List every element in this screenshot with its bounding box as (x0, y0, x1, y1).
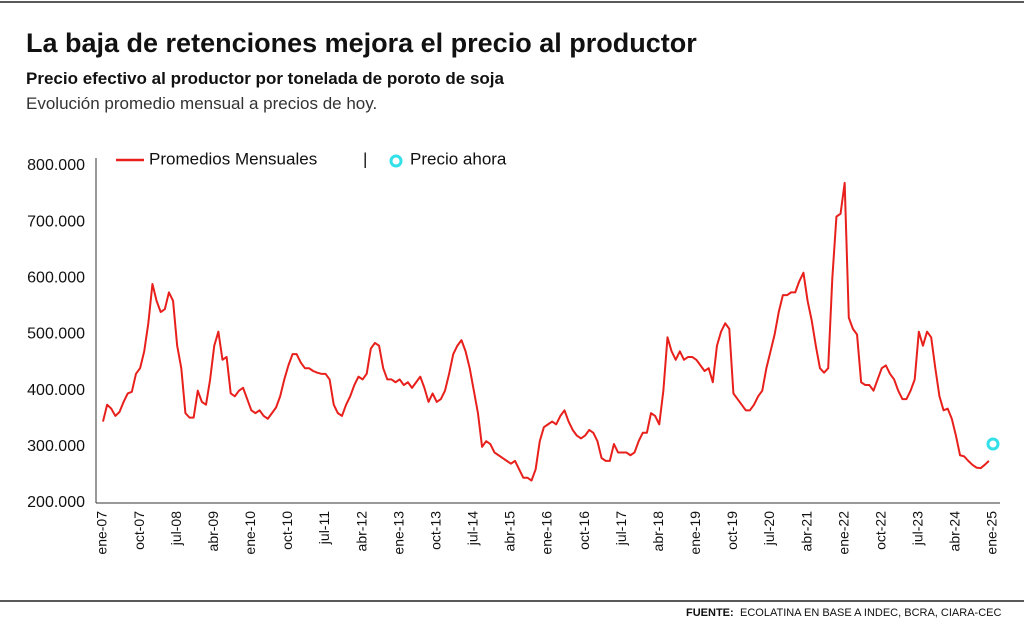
x-tick-label: jul-11 (316, 511, 332, 545)
x-tick-label: ene-10 (242, 511, 258, 555)
x-tick-label: ene-22 (835, 511, 851, 555)
x-tick-label: ene-13 (390, 511, 406, 555)
x-tick-label: jul-23 (910, 511, 926, 546)
x-tick-label: oct-10 (279, 511, 295, 550)
x-tick-label: abr-09 (205, 511, 221, 552)
x-tick-label: oct-16 (576, 511, 592, 550)
chart-subtitle: Precio efectivo al productor por tonelad… (26, 69, 505, 88)
y-tick-label: 200.000 (27, 494, 85, 511)
x-tick-label: oct-19 (724, 511, 740, 550)
chart-description: Evolución promedio mensual a precios de … (26, 94, 377, 113)
x-tick-label: jul-08 (168, 511, 184, 546)
x-tick-label: abr-12 (353, 511, 369, 552)
x-tick-label: abr-15 (502, 511, 518, 552)
y-tick-label: 400.000 (27, 382, 85, 399)
x-tick-label: abr-24 (947, 511, 963, 552)
y-tick-label: 500.000 (27, 326, 85, 343)
legend-label: Precio ahora (410, 149, 507, 168)
x-tick-label: abr-18 (650, 511, 666, 552)
source-label: FUENTE: (686, 607, 734, 619)
y-tick-label: 800.000 (27, 157, 85, 174)
chart-title: La baja de retenciones mejora el precio … (26, 28, 697, 58)
x-tick-label: jul-20 (761, 511, 777, 546)
x-tick-label: jul-17 (613, 511, 629, 546)
x-tick-label: ene-25 (984, 511, 1000, 555)
x-tick-label: ene-19 (687, 511, 703, 555)
legend-separator: | (363, 149, 367, 168)
line-series (102, 181, 990, 482)
x-tick-label: oct-22 (872, 511, 888, 550)
current-price-dot (986, 437, 1000, 451)
y-tick-label: 600.000 (27, 270, 85, 287)
legend-dot (389, 154, 403, 168)
x-tick-label: ene-16 (539, 511, 555, 555)
source: ECOLATINA EN BASE A INDEC, BCRA, CIARA-C… (740, 607, 1001, 619)
legend-label: Promedios Mensuales (149, 149, 317, 168)
y-tick-label: 700.000 (27, 213, 85, 230)
y-tick-label: 300.000 (27, 438, 85, 455)
x-tick-label: oct-07 (131, 511, 147, 550)
x-tick-label: oct-13 (427, 511, 443, 550)
x-tick-label: ene-07 (94, 511, 110, 555)
x-tick-label: abr-21 (798, 511, 814, 552)
x-tick-label: jul-14 (465, 511, 481, 546)
